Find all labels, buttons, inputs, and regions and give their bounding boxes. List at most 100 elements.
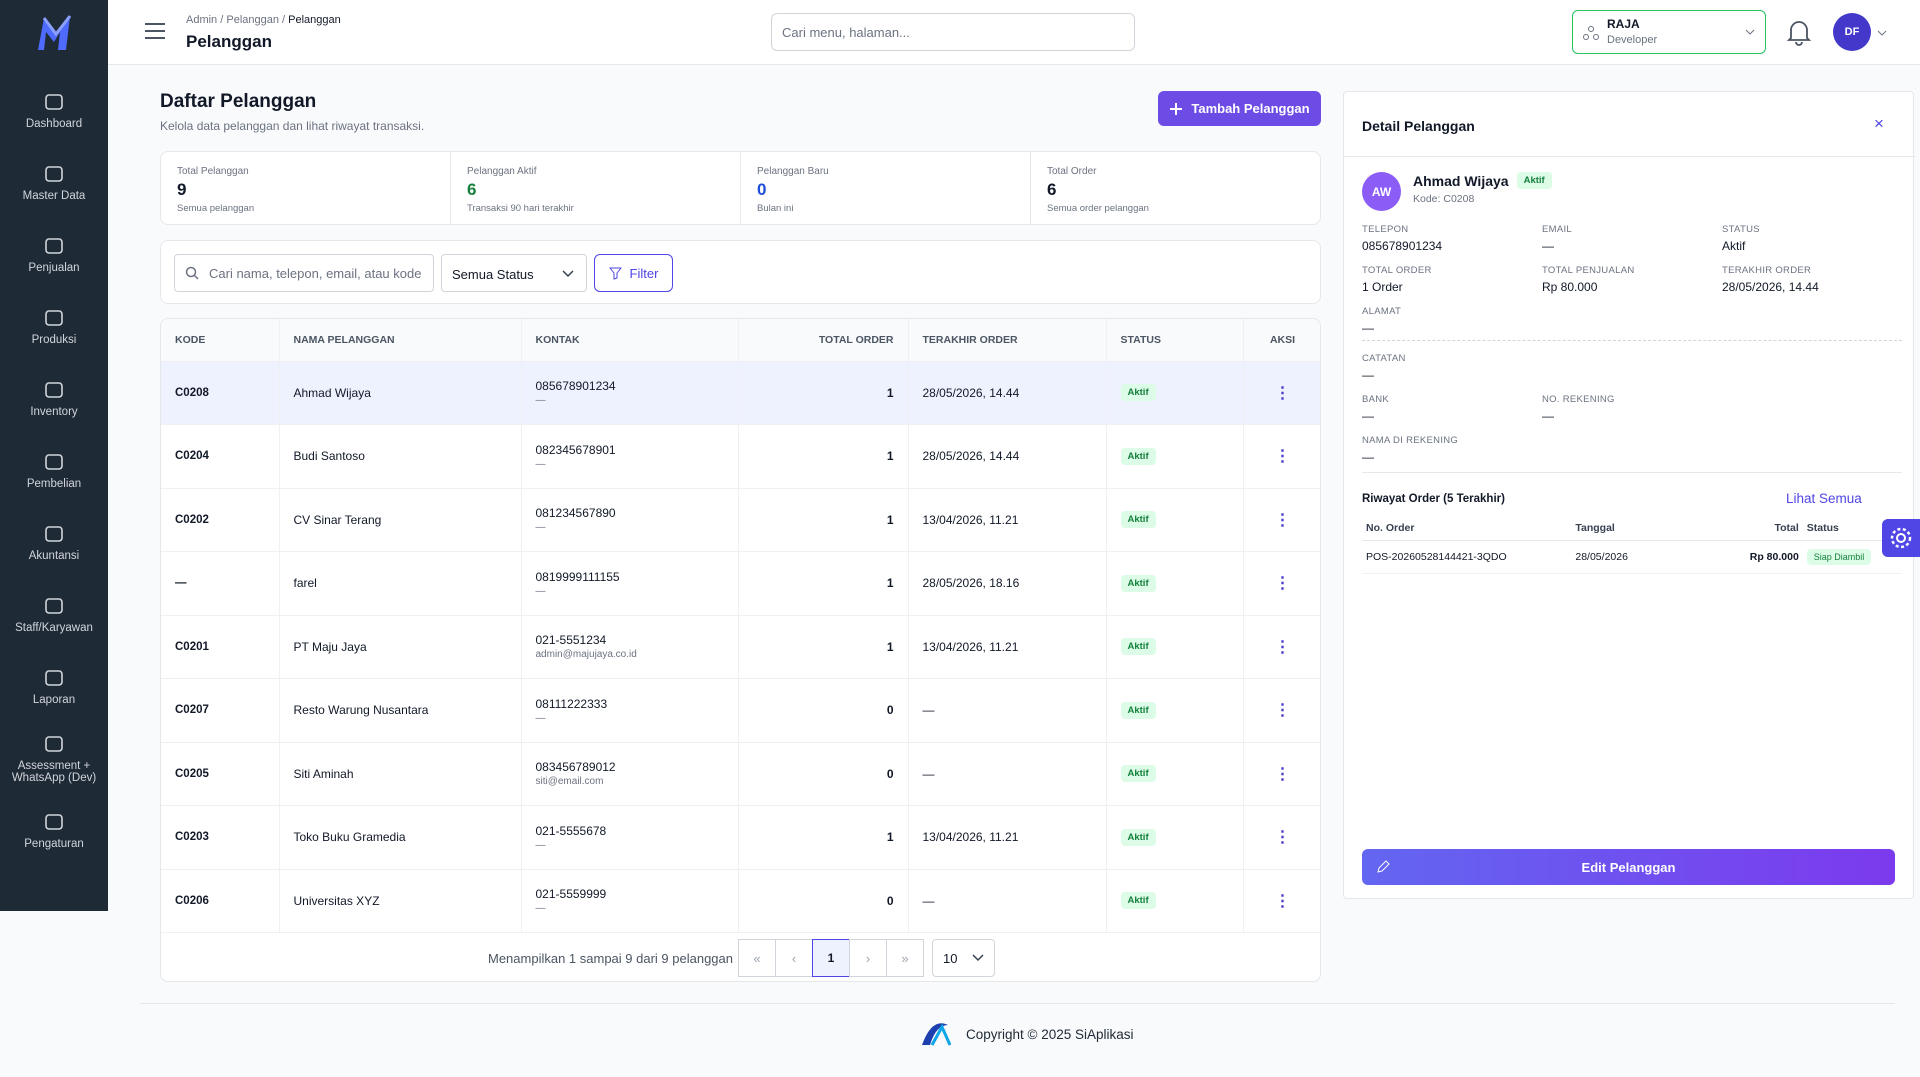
column-header: NAMA PELANGGAN — [279, 319, 522, 362]
avatar[interactable]: DF — [1833, 13, 1871, 51]
table-row[interactable]: C0205 Siti Aminah 083456789012 siti@email.c… — [161, 742, 1320, 806]
email: siti@email.com — [535, 776, 604, 788]
menu-toggle[interactable] — [144, 22, 166, 40]
button-label: Tambah Pelanggan — [1191, 101, 1310, 116]
side-item[interactable]: Pembelian — [0, 435, 108, 507]
field-value: — — [1362, 368, 1374, 382]
divider — [1362, 472, 1902, 473]
stat-value: 9 — [177, 180, 187, 199]
side-item[interactable]: Assessment + WhatsApp (Dev) — [0, 723, 108, 795]
contact-cell: 08111222333— — [521, 678, 739, 743]
action-cell[interactable]: ⋮ — [1243, 615, 1320, 679]
action-cell[interactable]: ⋮ — [1243, 805, 1320, 870]
table-row[interactable]: C0206 Universitas XYZ 021-5559999—0— Aktif ⋮ — [161, 869, 1320, 933]
status-select[interactable]: Semua Status — [441, 254, 587, 292]
side-label: Produksi — [31, 334, 77, 346]
field-value: Rp 80.000 — [1542, 280, 1598, 294]
next-page[interactable]: › — [849, 939, 887, 977]
status-badge: Aktif — [1120, 511, 1156, 529]
table-row[interactable]: — farel 0819999111155—1 28/05/2026, 18.16 Ak… — [161, 551, 1320, 616]
action-cell[interactable]: ⋮ — [1243, 424, 1320, 489]
history-table: No. Order Tanggal Total Status POS-202605281… — [1362, 516, 1902, 574]
org-switcher[interactable]: RAJA Developer — [1572, 10, 1766, 54]
order-date: 28/05/2026 — [1571, 540, 1704, 574]
global-search[interactable]: Cari menu, halaman... — [771, 13, 1135, 51]
search-icon — [185, 266, 199, 280]
history-row[interactable]: POS-20260528144421-3QDO 28/05/2026 Rp 80.0… — [1362, 540, 1902, 574]
prev-page[interactable]: ‹ — [775, 939, 813, 977]
order-total: Rp 80.000 — [1703, 540, 1803, 574]
orders-cell: 1 — [738, 361, 909, 425]
history-title: Riwayat Order (5 Terakhir) — [1362, 493, 1505, 505]
table-row[interactable]: C0202 CV Sinar Terang 081234567890—1 13/04/… — [161, 488, 1320, 552]
see-all-link[interactable]: Lihat Semua — [1786, 491, 1862, 506]
table-row[interactable]: C0201 PT Maju Jaya 021-5551234 admin@majuja… — [161, 615, 1320, 679]
table-row[interactable]: C0203 Toko Buku Gramedia 021-5555678—1 13/0… — [161, 805, 1320, 870]
first-page[interactable]: « — [738, 939, 776, 977]
phone: 083456789012 — [535, 760, 616, 775]
side-item[interactable]: Master Data — [0, 147, 108, 219]
stat-value: 6 — [467, 180, 477, 199]
field-value: — — [1362, 450, 1374, 464]
table-row[interactable]: C0204 Budi Santoso 082345678901—1 28/05/202… — [161, 424, 1320, 489]
table-row[interactable]: C0207 Resto Warung Nusantara 08111222333—0… — [161, 678, 1320, 743]
orders-cell: 1 — [738, 488, 909, 552]
button-label: Filter — [629, 265, 659, 281]
chevron — [972, 954, 984, 962]
notifications[interactable] — [1786, 18, 1812, 46]
status-badge: Aktif — [1120, 384, 1156, 402]
field-label: TERAKHIR ORDER — [1722, 265, 1812, 276]
side-item[interactable]: Inventory — [0, 363, 108, 435]
settings-fab[interactable] — [1882, 519, 1920, 557]
side-item[interactable]: Laporan — [0, 651, 108, 723]
name-cell: Ahmad Wijaya — [279, 361, 522, 425]
detail-avatar: AW — [1362, 172, 1401, 211]
status-cell: Aktif — [1106, 615, 1244, 679]
field: NAMA DI REKENING — — [1362, 435, 1902, 464]
action-cell[interactable]: ⋮ — [1243, 869, 1320, 933]
last-order-cell: — — [908, 869, 1107, 933]
status-badge: Aktif — [1120, 828, 1156, 846]
current-page[interactable]: 1 — [812, 939, 850, 977]
email: — — [535, 458, 546, 470]
side-item[interactable]: Produksi — [0, 291, 108, 363]
page-title: Daftar Pelanggan — [160, 91, 317, 112]
phone: 08111222333 — [535, 696, 608, 711]
code-cell: C0205 — [161, 742, 280, 806]
action-cell[interactable]: ⋮ — [1243, 361, 1320, 425]
pagination-summary: Menampilkan 1 sampai 9 dari 9 pelanggan — [488, 950, 733, 966]
status-badge: Aktif — [1120, 638, 1156, 656]
crumb: Admin — [186, 14, 218, 26]
field: ALAMAT — — [1362, 306, 1542, 335]
field: NO. REKENING — — [1542, 394, 1722, 423]
footer-logo — [922, 1023, 952, 1046]
contact-cell: 083456789012 siti@email.com — [521, 742, 739, 806]
side-item[interactable]: Penjualan — [0, 219, 108, 291]
chevron — [1877, 30, 1887, 36]
page-size-select[interactable]: 10 — [932, 939, 995, 977]
edit-button[interactable]: Edit Pelanggan — [1362, 849, 1895, 885]
side-item[interactable]: Pengaturan — [0, 795, 108, 867]
action-cell[interactable]: ⋮ — [1243, 551, 1320, 616]
action-cell[interactable]: ⋮ — [1243, 678, 1320, 743]
stat: Total Order 6 Semua order pelanggan — [1030, 152, 1320, 224]
side-icon — [45, 310, 63, 326]
close-button[interactable]: × — [1874, 114, 1884, 133]
action-cell[interactable]: ⋮ — [1243, 488, 1320, 552]
add-customer-button[interactable]: Tambah Pelanggan — [1158, 91, 1321, 126]
side-label: Inventory — [30, 406, 78, 418]
email: — — [535, 522, 546, 534]
search-input[interactable]: Cari nama, telepon, email, atau kode — [174, 254, 434, 292]
action-cell[interactable]: ⋮ — [1243, 742, 1320, 806]
table-row[interactable]: C0208 Ahmad Wijaya 085678901234—1 28/05/202… — [161, 361, 1320, 425]
side-item[interactable]: Staff/Karyawan — [0, 579, 108, 651]
select-value: 10 — [943, 950, 958, 966]
history-column: Total — [1703, 516, 1803, 541]
side-item[interactable]: Akuntansi — [0, 507, 108, 579]
filter-button[interactable]: Filter — [594, 254, 673, 292]
email: — — [535, 903, 546, 915]
last-page[interactable]: » — [886, 939, 924, 977]
side-item[interactable]: Dashboard — [0, 75, 108, 147]
